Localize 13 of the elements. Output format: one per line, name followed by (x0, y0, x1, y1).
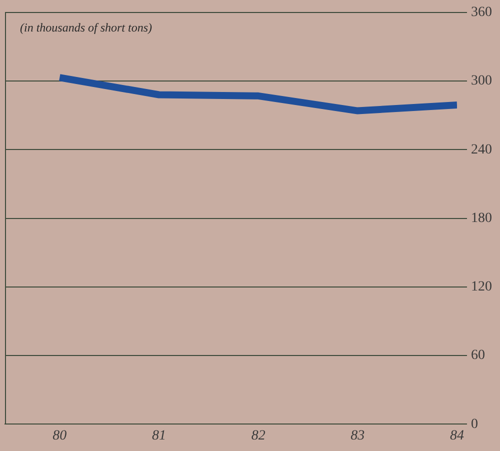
y-axis-title: (in thousands of short tons) (20, 20, 152, 35)
y-tick-label: 180 (471, 210, 492, 226)
y-tick-label: 300 (471, 74, 492, 89)
y-tick-label: 0 (471, 416, 478, 432)
y-tick-label: 240 (471, 142, 492, 158)
x-tick-label: 84 (450, 428, 464, 444)
y-tick-label: 60 (471, 348, 485, 364)
x-tick-label: 82 (251, 428, 266, 444)
y-tick-label: 120 (471, 280, 492, 295)
x-tick-label: 81 (152, 428, 166, 444)
x-tick-label: 83 (350, 428, 365, 444)
x-tick-label: 80 (52, 428, 67, 444)
y-tick-label: 360 (471, 5, 492, 20)
